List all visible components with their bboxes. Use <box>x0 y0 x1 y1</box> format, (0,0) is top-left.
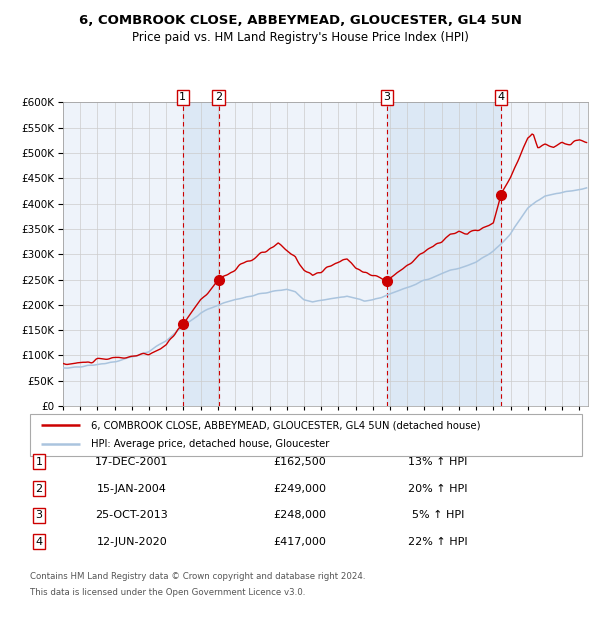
Text: This data is licensed under the Open Government Licence v3.0.: This data is licensed under the Open Gov… <box>30 588 305 597</box>
Text: £248,000: £248,000 <box>274 510 326 520</box>
Bar <box>387 102 501 406</box>
Text: Contains HM Land Registry data © Crown copyright and database right 2024.: Contains HM Land Registry data © Crown c… <box>30 572 365 581</box>
Text: 2: 2 <box>215 92 222 102</box>
Text: £249,000: £249,000 <box>274 484 326 494</box>
Text: £417,000: £417,000 <box>274 537 326 547</box>
Text: 17-DEC-2001: 17-DEC-2001 <box>95 457 169 467</box>
Text: 6, COMBROOK CLOSE, ABBEYMEAD, GLOUCESTER, GL4 5UN (detached house): 6, COMBROOK CLOSE, ABBEYMEAD, GLOUCESTER… <box>91 420 480 430</box>
Text: 20% ↑ HPI: 20% ↑ HPI <box>408 484 468 494</box>
Text: 1: 1 <box>35 457 43 467</box>
Text: 4: 4 <box>35 537 43 547</box>
Text: 12-JUN-2020: 12-JUN-2020 <box>97 537 167 547</box>
Text: £162,500: £162,500 <box>274 457 326 467</box>
Text: 25-OCT-2013: 25-OCT-2013 <box>95 510 169 520</box>
Text: 6, COMBROOK CLOSE, ABBEYMEAD, GLOUCESTER, GL4 5UN: 6, COMBROOK CLOSE, ABBEYMEAD, GLOUCESTER… <box>79 14 521 27</box>
Bar <box>183 102 218 406</box>
Text: 5% ↑ HPI: 5% ↑ HPI <box>412 510 464 520</box>
Text: 15-JAN-2004: 15-JAN-2004 <box>97 484 167 494</box>
Text: Price paid vs. HM Land Registry's House Price Index (HPI): Price paid vs. HM Land Registry's House … <box>131 31 469 44</box>
Text: HPI: Average price, detached house, Gloucester: HPI: Average price, detached house, Glou… <box>91 439 329 449</box>
Text: 3: 3 <box>35 510 43 520</box>
Text: 2: 2 <box>35 484 43 494</box>
Text: 13% ↑ HPI: 13% ↑ HPI <box>409 457 467 467</box>
Text: 22% ↑ HPI: 22% ↑ HPI <box>408 537 468 547</box>
Text: 1: 1 <box>179 92 187 102</box>
Text: 4: 4 <box>497 92 505 102</box>
Text: 3: 3 <box>383 92 390 102</box>
